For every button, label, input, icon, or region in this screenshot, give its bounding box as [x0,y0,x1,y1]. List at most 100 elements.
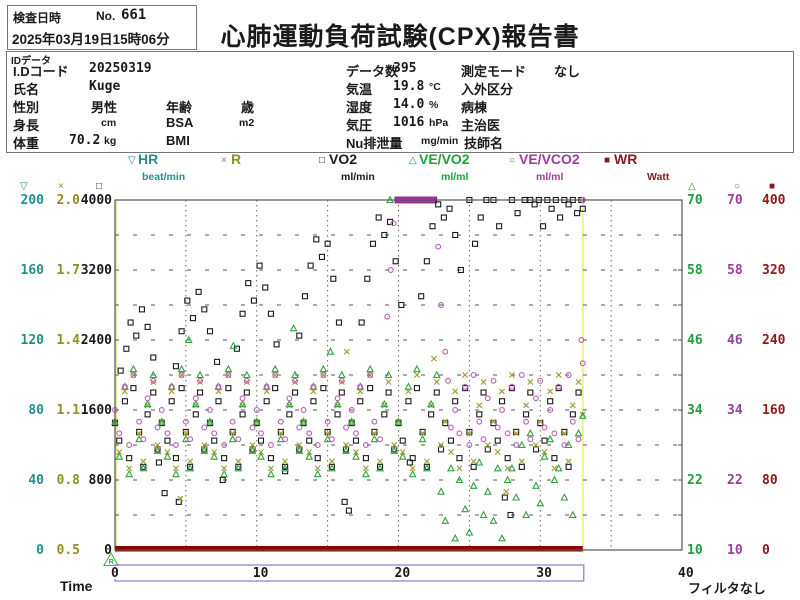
sex-value: 男性 [91,100,118,115]
pressure-label: 気圧 [346,118,373,133]
id-section-label: IDデータ [11,56,51,67]
r-tick-label: 1.7 [56,263,80,278]
weight-label: 体重 [13,136,40,151]
humidity-label: 湿度 [346,100,373,115]
height-label: 身長 [13,118,40,133]
vo2-axis-marker-icon: □ [96,181,103,192]
hr-legend-unit: beat/min [142,171,186,183]
filter-status-label: フィルタなし [688,581,766,596]
wr-tick-label: 320 [762,263,786,278]
r-tick-label: 0.5 [56,543,80,558]
rest-phase-marker: R [103,551,119,566]
height-unit: cm [101,117,117,129]
mode-value: なし [554,64,581,79]
exam-no-value: 661 [121,7,147,23]
r-tick-label: 1.1 [56,403,80,418]
ve_vo2-tick-label: 34 [687,403,703,418]
tech-label: 技師名 [464,136,504,151]
idcode-label: I.Dコード [13,64,69,79]
ve_vo2-tick-label: 46 [687,333,703,348]
vo2-tick-label: 1600 [80,403,112,418]
wr-legend-label: WR [614,151,638,167]
ve_vo2-legend-label: VE/VO2 [419,151,470,167]
wr-tick-label: 240 [762,333,786,348]
vo2-tick-label: 0 [104,543,112,558]
series-ve_vco2 [112,197,586,448]
datacount-label: データ数 [346,64,399,79]
name-label: 氏名 [13,82,40,97]
wr-legend-marker-icon: ■ [604,155,611,166]
exam-datetime-box: 検査日時 No. 661 2025年03月19日15時06分 [7,5,197,50]
wr-tick-label: 80 [762,473,778,488]
ve_vo2-tick-label: 10 [687,543,703,558]
vo2-tick-label: 3200 [80,263,112,278]
ve_vco2-tick-label: 70 [727,193,743,208]
svg-text:30: 30 [536,566,552,581]
ve_vco2-tick-label: 34 [727,403,743,418]
hr-tick-label: 160 [20,263,44,278]
ve_vco2-legend-marker-icon: ○ [509,155,516,166]
temp-label: 気温 [346,82,373,97]
bmi-label: BMI [166,133,190,148]
r-legend-marker-icon: × [221,155,227,166]
svg-text:40: 40 [678,566,694,581]
age-label: 年齢 [166,100,193,115]
mode-label: 測定モード [461,64,527,79]
bsa-label: BSA [166,115,194,130]
temp-value: 19.8 [393,79,425,94]
r-legend-label: R [231,151,242,167]
ve_vo2-legend-unit: ml/ml [441,171,469,183]
ve_vo2-axis-marker-icon: △ [688,181,696,192]
svg-text:0: 0 [111,566,119,581]
page-title: 心肺運動負荷試験(CPX)報告書 [220,23,580,51]
ward-label: 病棟 [461,100,488,115]
time-range-scrollbar[interactable] [114,564,585,582]
hr-legend-marker-icon: ▽ [128,155,136,166]
weight-value: 70.2 [69,133,101,148]
r-axis-marker-icon: × [58,181,64,192]
wr-axis-marker-icon: ■ [769,181,776,192]
datacount-value: 395 [393,61,417,76]
pressure-value: 1016 [393,115,425,130]
ve_vco2-tick-label: 10 [727,543,743,558]
r-tick-label: 2.0 [56,193,80,208]
ve_vo2-tick-label: 70 [687,193,703,208]
exam-no-label: No. [96,9,116,23]
wr-tick-label: 160 [762,403,786,418]
svg-text:R: R [109,557,115,566]
ve_vo2-legend-marker-icon: △ [409,155,417,166]
vo2-tick-label: 2400 [80,333,112,348]
vo2-tick-label: 800 [88,473,112,488]
wr-load-bar [115,546,583,552]
name-value: Kuge [89,79,121,94]
ve_vo2-tick-label: 22 [687,473,703,488]
vo2-tick-label: 4000 [80,193,112,208]
bsa-unit: m2 [239,117,255,129]
ve_vco2-axis-marker-icon: ○ [734,181,741,192]
humidity-value: 14.0 [393,97,425,112]
nu-unit: mg/min [421,135,459,147]
wr-tick-label: 400 [762,193,786,208]
svg-text:20: 20 [395,566,411,581]
humidity-unit: % [429,99,439,111]
ve_vco2-legend-label: VE/VCO2 [519,151,580,167]
wr-legend-unit: Watt [647,171,670,183]
x-axis-tick-labels: 0 10 20 30 40 [106,566,694,581]
exam-date-label: 検査日時 [13,11,62,25]
sex-label: 性別 [13,100,40,115]
hr-tick-label: 0 [36,543,44,558]
ve_vco2-tick-label: 22 [727,473,743,488]
hr-tick-label: 120 [20,333,44,348]
hr-tick-label: 40 [28,473,44,488]
chart-gridlines [115,200,682,550]
nu-label: Nu排泄量 [346,136,403,151]
plot-border [114,199,683,551]
vo2-legend-marker-icon: □ [319,155,326,166]
r-tick-label: 1.4 [56,333,80,348]
hr-legend-label: HR [138,151,159,167]
vo2-legend-unit: ml/min [341,171,375,183]
series-ve_vo2 [111,195,587,542]
hr-tick-label: 80 [28,403,44,418]
